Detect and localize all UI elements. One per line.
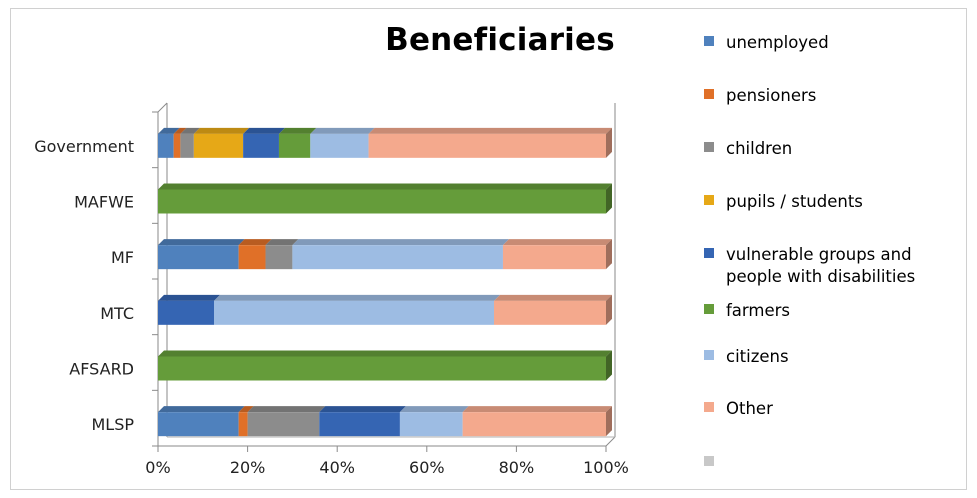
legend-swatch: [704, 304, 714, 314]
bar-segment-top: [158, 127, 180, 134]
bar-segment-top: [278, 127, 317, 134]
category-label: MLSP: [91, 415, 134, 434]
bar-segment: [173, 133, 181, 158]
bar-segment: [292, 245, 503, 270]
bar-segment: [319, 412, 400, 437]
bar-segment-side: [606, 183, 612, 214]
bar-segment: [238, 412, 248, 437]
bar-segment-top: [158, 406, 245, 413]
legend-label: pupils / students: [726, 192, 863, 211]
bar-segment-side: [606, 239, 612, 270]
bar-segment: [243, 133, 279, 158]
x-tick-label: 100%: [583, 458, 629, 477]
bar-segment: [214, 300, 494, 325]
bar-segment-top: [494, 294, 612, 301]
legend-item: pupils / students: [704, 191, 863, 213]
bar-segment-side: [606, 406, 612, 437]
legend-item: unemployed: [704, 32, 829, 54]
chart-title: Beneficiaries: [385, 22, 615, 58]
legend-item: [704, 452, 726, 466]
bar-segment-side: [606, 294, 612, 325]
bar-segment: [278, 133, 311, 158]
legend-swatch: [704, 248, 714, 258]
x-tick-label: 80%: [499, 458, 535, 477]
bar-segment: [158, 412, 239, 437]
bar-segment-top: [502, 239, 612, 246]
legend-swatch: [704, 195, 714, 205]
bar-segment-top: [158, 350, 612, 357]
bar-segment: [310, 133, 369, 158]
legend-swatch: [704, 36, 714, 46]
legend-item: citizens: [704, 346, 789, 368]
bar-segment: [180, 133, 194, 158]
floor-right-edge: [605, 436, 616, 447]
bar-segment: [399, 412, 463, 437]
legend-item: farmers: [704, 300, 790, 322]
bar-segment-top: [310, 127, 375, 134]
bar-segment-top: [214, 294, 500, 301]
bar-segment-top: [319, 406, 406, 413]
bar-segment-top: [243, 127, 285, 134]
bar-segment-side: [606, 350, 612, 381]
category-label: MF: [111, 248, 134, 267]
bar-segment: [368, 133, 606, 158]
x-tick-label: 60%: [409, 458, 445, 477]
bar-segment-top: [247, 406, 326, 413]
legend-label: unemployed: [726, 33, 829, 52]
bar-segment: [462, 412, 606, 437]
legend-label: children: [726, 139, 793, 158]
bar-segment: [265, 245, 293, 270]
bar-segment-top: [193, 127, 250, 134]
bar-segment: [502, 245, 606, 270]
category-label: AFSARD: [69, 360, 134, 379]
category-label: Government: [34, 137, 134, 156]
back-wall-top-edge: [157, 102, 168, 113]
bar-segment-side: [606, 127, 612, 158]
legend-label: pensioners: [726, 86, 817, 105]
legend-label: vulnerable groups and people with disabi…: [726, 245, 916, 286]
bar-segment-top: [399, 406, 469, 413]
legend-swatch: [704, 142, 714, 152]
bar-segment: [158, 245, 239, 270]
x-tick-label: 20%: [230, 458, 266, 477]
bar-segment-top: [292, 239, 509, 246]
bar-segment-top: [368, 127, 612, 134]
bar-segment-top: [158, 183, 612, 190]
legend-item: children: [704, 138, 792, 160]
bar-segment-top: [158, 294, 220, 301]
bar-segment-top: [173, 127, 187, 134]
bar-segment: [494, 300, 606, 325]
category-label: MTC: [100, 304, 134, 323]
bar-segment-top: [158, 239, 245, 246]
legend-label: citizens: [726, 347, 789, 366]
bar-segment-top: [180, 127, 200, 134]
legend-swatch: [704, 89, 714, 99]
legend-item: vulnerable groups and people with disabi…: [704, 244, 966, 288]
legend-swatch: [704, 456, 714, 466]
legend-swatch: [704, 402, 714, 412]
category-label: MAFWE: [74, 193, 134, 212]
legend-label: Other: [726, 399, 773, 418]
bar-segment: [193, 133, 244, 158]
bar-segment: [158, 300, 214, 325]
legend-label: farmers: [726, 301, 791, 320]
bar-segment-top: [265, 239, 299, 246]
bar-segment-top: [238, 239, 272, 246]
x-tick-label: 0%: [145, 458, 170, 477]
bar-segment: [158, 133, 174, 158]
bar-segment-top: [238, 406, 254, 413]
bar-segment-top: [462, 406, 612, 413]
bar-segment: [158, 189, 606, 214]
bar-segment: [158, 356, 606, 381]
legend-item: Other: [704, 398, 773, 420]
legend-swatch: [704, 350, 714, 360]
bar-segment: [238, 245, 266, 270]
x-tick-label: 40%: [319, 458, 355, 477]
bar-segment: [247, 412, 320, 437]
legend-item: pensioners: [704, 85, 816, 107]
